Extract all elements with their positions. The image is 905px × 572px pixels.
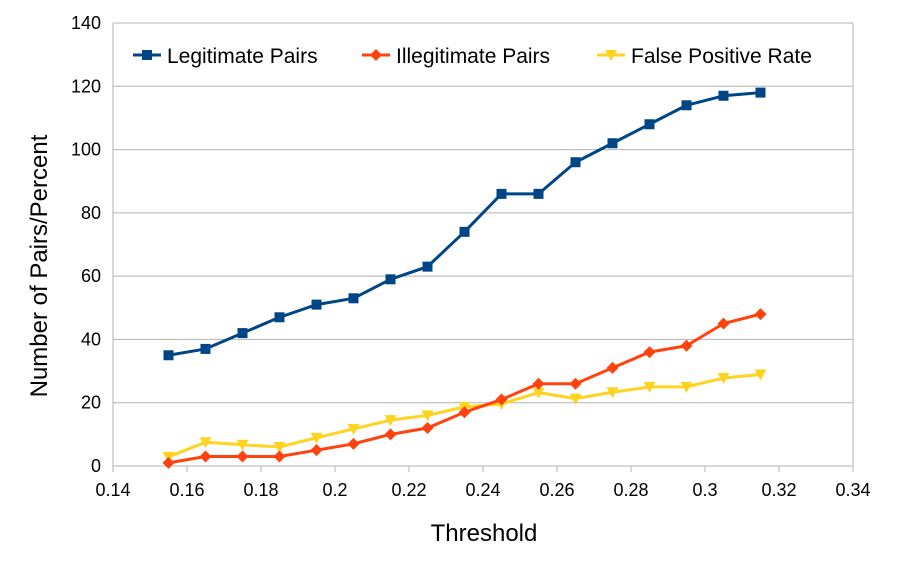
data-point <box>236 450 249 463</box>
data-point <box>385 274 396 285</box>
data-point <box>162 456 175 469</box>
data-point <box>754 308 767 321</box>
data-point <box>754 369 767 381</box>
series-line <box>168 312 761 465</box>
y-axis-title: Number of Pairs/Percent <box>26 134 53 397</box>
data-point <box>718 90 729 101</box>
y-tick-label: 40 <box>81 329 101 349</box>
data-point <box>458 406 471 419</box>
legend: Legitimate Pairs Illegitimate Pairs False … <box>133 45 812 68</box>
y-tick-label: 20 <box>81 393 101 413</box>
data-point <box>533 188 544 199</box>
legend-item: Legitimate Pairs <box>133 45 318 68</box>
y-tick-label: 140 <box>71 13 101 33</box>
data-point <box>496 188 507 199</box>
data-point <box>347 437 360 450</box>
data-point <box>421 422 434 435</box>
x-tick-label: 0.3 <box>692 480 717 500</box>
data-point <box>199 437 212 449</box>
y-tick-label: 0 <box>91 456 101 476</box>
legend-item: Illegitimate Pairs <box>362 45 550 68</box>
data-point <box>200 343 211 354</box>
y-tick-labels: 0 20 40 60 80 100 120 140 <box>71 13 101 476</box>
data-point <box>569 377 582 390</box>
data-point <box>495 393 508 406</box>
x-tick-label: 0.14 <box>95 480 130 500</box>
data-point <box>643 381 656 393</box>
data-point <box>384 415 397 427</box>
x-tick-label: 0.26 <box>539 480 574 500</box>
data-point <box>717 373 730 385</box>
data-point <box>422 261 433 272</box>
data-point <box>532 387 545 399</box>
x-tick-label: 0.24 <box>465 480 500 500</box>
data-point <box>274 312 285 323</box>
x-axis-title: Threshold <box>431 520 538 547</box>
data-point <box>347 423 360 435</box>
x-tick-label: 0.22 <box>391 480 426 500</box>
x-tick-label: 0.28 <box>613 480 648 500</box>
data-point <box>199 450 212 463</box>
x-tick-labels: 0.14 0.16 0.18 0.2 0.22 0.24 0.26 0.28 0.3 0.32 0.… <box>95 480 870 500</box>
legend-marker <box>142 50 152 60</box>
data-point <box>606 387 619 399</box>
y-tick-label: 100 <box>71 140 101 160</box>
data-point <box>606 361 619 374</box>
axes <box>112 23 854 472</box>
x-tick-label: 0.34 <box>835 480 870 500</box>
data-point <box>236 439 249 451</box>
data-point <box>310 432 323 444</box>
legend-label: Illegitimate Pairs <box>396 45 550 68</box>
y-tick-label: 80 <box>81 203 101 223</box>
data-point <box>680 339 693 352</box>
y-tick-label: 60 <box>81 266 101 286</box>
legend-marker <box>370 49 382 61</box>
data-point <box>680 381 693 393</box>
x-tick-label: 0.18 <box>243 480 278 500</box>
data-point <box>643 346 656 359</box>
data-point <box>717 317 730 330</box>
data-point <box>311 299 322 310</box>
data-point <box>273 442 286 454</box>
y-tick-label: 120 <box>71 76 101 96</box>
data-point <box>607 138 618 149</box>
data-point <box>421 410 434 422</box>
data-point <box>681 100 692 111</box>
data-point <box>237 328 248 339</box>
legend-label: False Positive Rate <box>631 45 812 68</box>
data-point <box>310 444 323 457</box>
data-point <box>532 377 545 390</box>
x-tick-label: 0.32 <box>761 480 796 500</box>
gridlines <box>113 22 853 467</box>
series-group <box>162 87 767 469</box>
data-point <box>348 293 359 304</box>
series-illegitimate-pairs <box>162 308 767 469</box>
data-point <box>755 87 766 98</box>
data-point <box>384 428 397 441</box>
data-point <box>644 119 655 130</box>
legend-label: Legitimate Pairs <box>167 45 318 68</box>
data-point <box>163 350 174 361</box>
data-point <box>273 450 286 463</box>
x-tick-label: 0.2 <box>322 480 347 500</box>
x-tick-label: 0.16 <box>169 480 204 500</box>
series-legitimate-pairs <box>163 87 766 361</box>
legend-item: False Positive Rate <box>597 45 812 68</box>
series-line <box>168 91 761 357</box>
legend-marker <box>605 50 617 61</box>
data-point <box>570 157 581 168</box>
data-point <box>459 226 470 237</box>
data-point <box>569 393 582 405</box>
